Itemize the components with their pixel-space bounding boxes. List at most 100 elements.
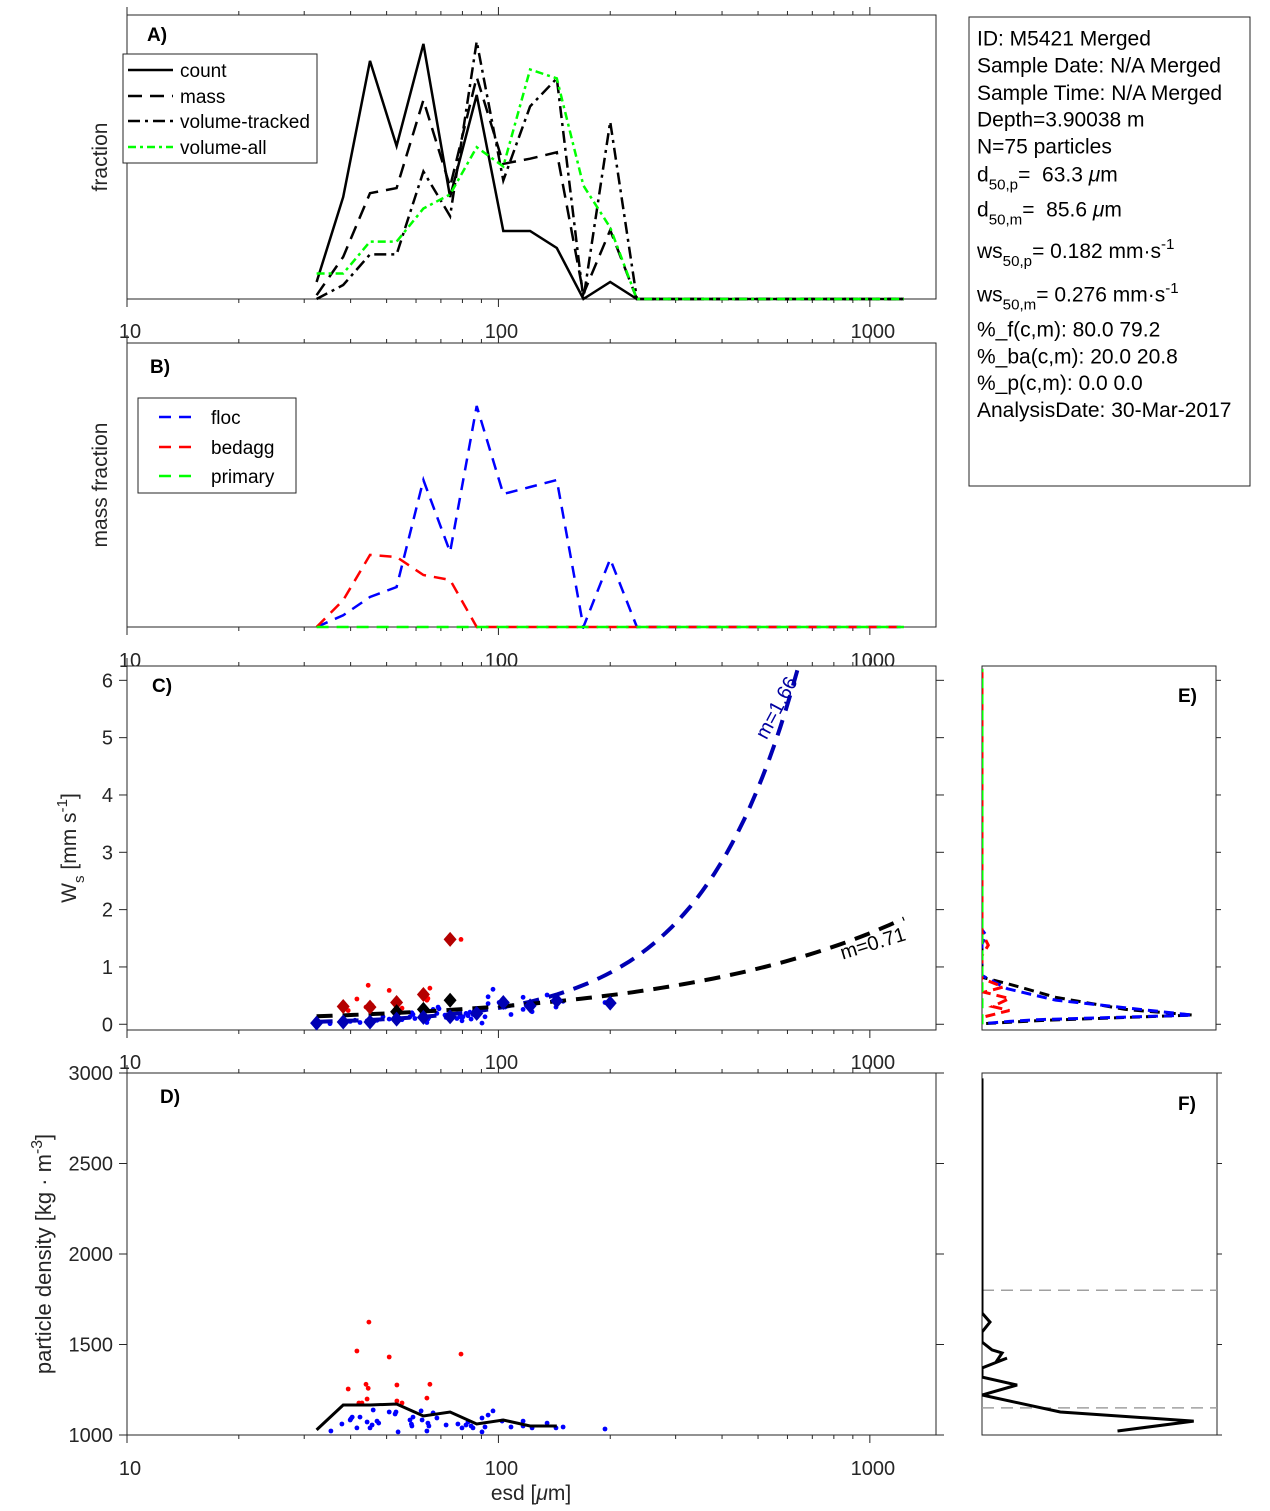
c-floc-particle-dot [436,1006,442,1012]
c-floc-median-diamond [443,1009,457,1025]
d-floc-particle-dot [470,1425,476,1431]
panel-label-a: A) [147,25,167,46]
d-floc-particle-dot [426,1423,432,1429]
c-bedagg-median-diamond [443,931,457,947]
d-floc-particle-dot [354,1425,360,1431]
c-floc-particle-dot [459,1018,465,1024]
d-floc-particle-dot [560,1424,566,1430]
info-text: %_p(c,m): 0.0 0.0 [977,372,1143,395]
info-value: = 0.276 mm·s [1036,284,1165,307]
c-bedagg-median-diamond [390,995,404,1010]
d-floc-particle-dot [349,1414,355,1420]
d-floc-particle-dot [419,1417,425,1423]
panel-label-f: F) [1178,1094,1196,1115]
c-floc-particle-dot [485,1001,491,1006]
y-axis-label: fraction [89,123,112,192]
x-tick-label: 10 [119,321,141,343]
info-text: Sample Date: N/A Merged [977,55,1221,78]
c-bedagg-median-diamond [416,987,430,1002]
info-line: AnalysisDate: 30-Mar-2017 [977,399,1231,422]
y-tick-label: 1500 [69,1335,114,1357]
info-text: N=75 particles [977,135,1112,158]
c-floc-particle-dot [412,1016,418,1021]
legend-label-floc: floc [211,408,241,429]
d-bedagg-particle-dot [394,1398,400,1404]
c-bedagg-median-diamond [336,999,350,1014]
d-floc-particle-dot [370,1407,376,1413]
c-bedagg-median-diamond [363,999,377,1015]
c-bedagg-particle-dot [354,996,360,1002]
y-tick-label: 4 [102,785,113,807]
info-line: Sample Date: N/A Merged [977,55,1221,78]
d-floc-particle-dot [434,1415,440,1421]
x-tick-label: 1000 [851,1052,896,1074]
d-floc-particle-dot [508,1424,514,1430]
ws-label-base: W [58,883,81,903]
c-floc-particle-dot [386,1016,392,1022]
info-mu: μ [1088,164,1101,187]
d-floc-particle-dot [409,1423,415,1429]
ws-label-close: ] [58,793,81,799]
y-tick-label: 1000 [69,1425,114,1447]
c-floc-particle-dot [468,1016,474,1022]
info-mu: μ [1092,199,1105,222]
y-tick-label: 2500 [69,1154,114,1176]
c-floc-particle-dot [460,1014,466,1020]
c-floc-median-diamond [310,1015,324,1031]
panel-label-c: C) [152,676,172,697]
c-floc-particle-dot [410,1012,416,1017]
legend-label-mass: mass [180,87,225,108]
info-text: ID: M5421 Merged [977,28,1151,51]
info-superscript: -1 [1161,236,1174,253]
panel-e-axes-box [981,665,1217,1031]
c-floc-particle-dot [479,1020,485,1026]
c-floc-particle-dot [520,994,526,1000]
x-tick-label: 1000 [851,1458,896,1480]
info-box-frame [968,16,1251,487]
info-value: = 63.3 [1018,164,1089,187]
c-floc-median-diamond [550,993,564,1009]
info-line: d50,p= 63.3 μm [977,164,1118,194]
d-floc-particle-dot [357,1414,363,1420]
info-line: N=75 particles [977,135,1112,158]
d-floc-particle-dot [602,1426,608,1432]
c-bedagg-particle-dot [386,988,392,993]
e-bedagg-distribution-line [982,668,1014,1025]
info-unit: m [1100,164,1118,187]
info-line: d50,m= 85.6 μm [977,199,1122,229]
info-text: %_ba(c,m): 20.0 20.8 [977,345,1178,368]
panel-f-density-distribution-chart: F) [981,1072,1222,1436]
c-all-median-diamond [416,1001,430,1017]
panel-label-b: B) [150,357,170,378]
y-axis-label-settling-velocity: Ws [mm s-1] [54,793,88,903]
d-bedagg-particle-dot [427,1381,433,1387]
d-floc-particle-dot [443,1422,449,1428]
info-value: = 0.182 mm·s [1032,240,1161,263]
info-base: d [977,164,989,187]
sample-info-box: ID: M5421 Merged Sample Date: N/A Merged S… [968,16,1251,487]
d-bedagg-particle-dot [364,1396,370,1402]
x-tick-label: 100 [485,1052,518,1074]
d-floc-particle-dot [544,1420,550,1426]
d-bedagg-particle-dot [458,1351,464,1357]
x-tick-label: 1000 [851,321,896,343]
d-floc-particle-dot [386,1409,392,1415]
d-floc-particle-dot [369,1422,375,1428]
d-floc-particle-dot [485,1412,491,1418]
d-bedagg-particle-dot [366,1319,372,1325]
y-tick-label: 5 [102,728,113,750]
panel-a-size-fraction-chart: 10 100 1000 count mass volume-tracked volume-a… [89,7,937,343]
y-tick-label: 1 [102,957,113,979]
c-floc-particle-dot [485,994,491,1000]
d-floc-particle-dot [479,1429,485,1435]
c-floc-median-diamond [603,995,617,1011]
c-floc-particle-dot [482,1014,488,1020]
d-bedagg-particle-dot [354,1348,360,1354]
c-floc-particle-dot [520,1007,526,1012]
c-bedagg-particle-dot [427,985,433,991]
d-floc-particle-dot [339,1421,345,1427]
info-line: ID: M5421 Merged [977,28,1151,51]
info-text: AnalysisDate: 30-Mar-2017 [977,399,1231,422]
info-line: ws50,p= 0.182 mm·s-1 [976,236,1174,270]
